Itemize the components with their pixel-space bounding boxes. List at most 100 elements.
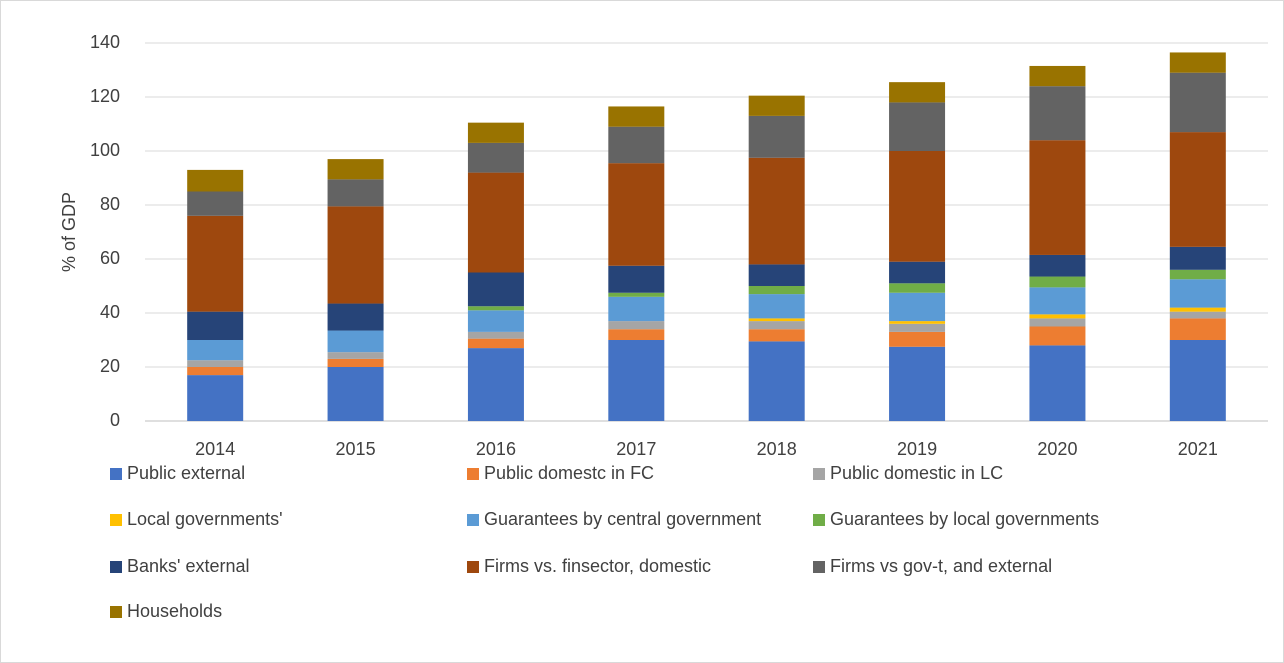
bar-segment bbox=[1169, 52, 1226, 73]
bar-segment bbox=[187, 215, 244, 312]
bar-segment bbox=[1029, 276, 1086, 288]
bar-segment bbox=[467, 142, 524, 173]
bar-segment bbox=[1029, 86, 1086, 141]
bar-segment bbox=[467, 348, 524, 421]
bar-segment bbox=[1169, 269, 1226, 280]
legend-swatch bbox=[467, 468, 479, 480]
bar-segment bbox=[889, 102, 946, 151]
bar-segment bbox=[889, 331, 946, 347]
bar-segment bbox=[1169, 311, 1226, 319]
bar-segment bbox=[1169, 340, 1226, 421]
bar-segment bbox=[748, 294, 805, 319]
x-tick-label: 2015 bbox=[336, 439, 376, 459]
bar-segment bbox=[467, 172, 524, 273]
legend-swatch bbox=[813, 514, 825, 526]
legend-label: Households bbox=[127, 601, 222, 621]
bar-segment bbox=[1169, 246, 1226, 270]
bar-segment bbox=[187, 360, 244, 367]
legend-swatch bbox=[813, 561, 825, 573]
bar-segment bbox=[327, 352, 384, 359]
bar-segment bbox=[748, 341, 805, 421]
y-tick-label: 20 bbox=[100, 356, 120, 376]
legend-swatch bbox=[110, 606, 122, 618]
x-tick-label: 2016 bbox=[476, 439, 516, 459]
bar-segment bbox=[889, 292, 946, 322]
bar-segment bbox=[327, 330, 384, 353]
y-tick-label: 140 bbox=[90, 32, 120, 52]
bar-segment bbox=[748, 318, 805, 322]
legend-label: Guarantees by central government bbox=[484, 509, 761, 529]
bar-segment bbox=[327, 179, 384, 207]
x-tick-label: 2021 bbox=[1178, 439, 1218, 459]
bar-segment bbox=[467, 306, 524, 311]
bar-segment bbox=[748, 115, 805, 158]
bar-segment bbox=[1029, 140, 1086, 255]
legend-swatch bbox=[110, 468, 122, 480]
legend-label: Public domestc in FC bbox=[484, 463, 654, 483]
bar-segment bbox=[1169, 279, 1226, 308]
legend-label: Public external bbox=[127, 463, 245, 483]
x-tick-label: 2019 bbox=[897, 439, 937, 459]
bar-segment bbox=[608, 106, 665, 127]
bar-segment bbox=[889, 283, 946, 293]
bar-segment bbox=[187, 191, 244, 216]
bar-segment bbox=[467, 272, 524, 307]
bar-segment bbox=[187, 367, 244, 376]
bar-segment bbox=[1169, 307, 1226, 312]
bar-segment bbox=[889, 82, 946, 103]
bar-segment bbox=[748, 95, 805, 116]
bar-segment bbox=[327, 206, 384, 304]
bar-segment bbox=[327, 358, 384, 367]
legend-label: Firms vs gov-t, and external bbox=[830, 556, 1052, 576]
bar-segment bbox=[748, 321, 805, 330]
bar-segment bbox=[748, 264, 805, 286]
bar-segment bbox=[1029, 65, 1086, 87]
y-tick-label: 0 bbox=[110, 410, 120, 430]
bar-segment bbox=[889, 323, 946, 332]
bar-segment bbox=[187, 375, 244, 421]
y-tick-label: 80 bbox=[100, 194, 120, 214]
bar-segment bbox=[1029, 345, 1086, 421]
bar-segment bbox=[748, 329, 805, 342]
legend-label: Firms vs. finsector, domestic bbox=[484, 556, 711, 576]
bar-segment bbox=[608, 126, 665, 164]
bar-segment bbox=[608, 329, 665, 340]
bar-segment bbox=[467, 310, 524, 332]
bar-segment bbox=[1029, 254, 1086, 277]
bar-segment bbox=[889, 261, 946, 284]
bar-segment bbox=[608, 340, 665, 421]
bar-segment bbox=[1169, 132, 1226, 247]
legend-swatch bbox=[467, 561, 479, 573]
bar-segment bbox=[889, 151, 946, 262]
legend-swatch bbox=[467, 514, 479, 526]
bar-segment bbox=[467, 331, 524, 339]
bar-segment bbox=[608, 265, 665, 293]
bar-segment bbox=[1029, 314, 1086, 319]
bar-segment bbox=[1029, 326, 1086, 346]
bar-segment bbox=[608, 292, 665, 297]
y-tick-label: 120 bbox=[90, 86, 120, 106]
bar-segment bbox=[608, 163, 665, 266]
x-tick-label: 2020 bbox=[1037, 439, 1077, 459]
bar-segment bbox=[748, 286, 805, 295]
y-tick-label: 60 bbox=[100, 248, 120, 268]
bar-segment bbox=[1169, 72, 1226, 133]
bar-segment bbox=[748, 157, 805, 265]
bar-segment bbox=[467, 122, 524, 143]
y-tick-label: 100 bbox=[90, 140, 120, 160]
legend-swatch bbox=[110, 514, 122, 526]
bar-segment bbox=[608, 296, 665, 322]
bar-segment bbox=[327, 367, 384, 421]
bar-segment bbox=[889, 346, 946, 421]
bar-segment bbox=[889, 321, 946, 324]
bar-segment bbox=[327, 159, 384, 180]
bar-segment bbox=[187, 169, 244, 192]
y-tick-label: 40 bbox=[100, 302, 120, 322]
x-tick-label: 2018 bbox=[757, 439, 797, 459]
bar-segment bbox=[1029, 287, 1086, 315]
legend-swatch bbox=[110, 561, 122, 573]
bar-segment bbox=[1169, 318, 1226, 340]
legend-label: Banks' external bbox=[127, 556, 250, 576]
bar-segment bbox=[327, 303, 384, 331]
